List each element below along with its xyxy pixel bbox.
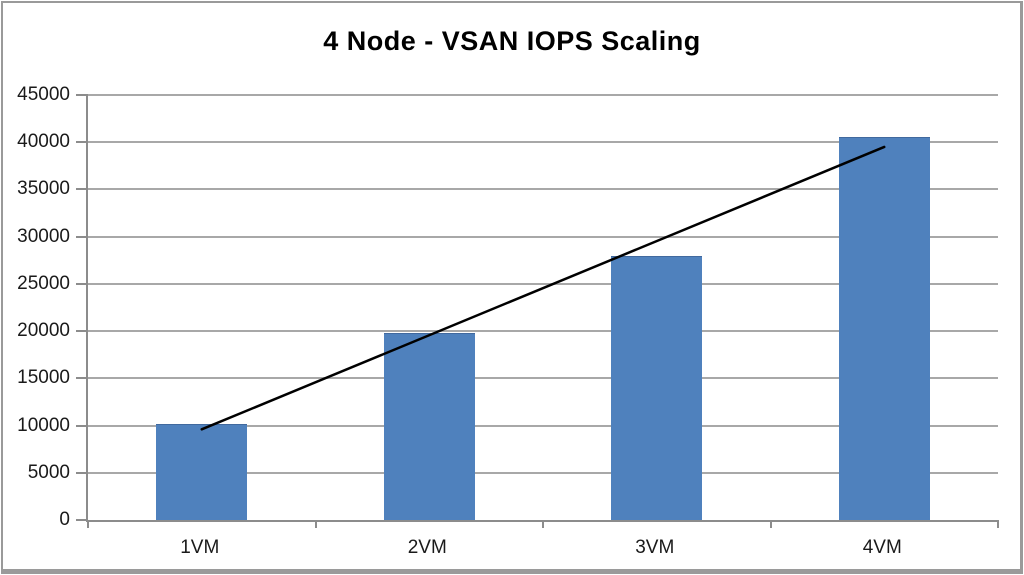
y-axis-tick [76, 282, 88, 285]
x-axis-category-label: 1VM [180, 537, 220, 558]
x-axis-tick [87, 520, 89, 528]
linear-trendline [200, 145, 886, 431]
y-axis-tick [76, 141, 88, 144]
chart-title: 4 Node - VSAN IOPS Scaling [323, 26, 701, 56]
gridline [88, 377, 998, 380]
y-axis-tick [76, 330, 88, 333]
y-axis-tick-label: 40000 [17, 131, 70, 153]
gridline [88, 424, 998, 427]
trendline-layer [200, 145, 886, 431]
bar-1vm [156, 424, 248, 520]
y-axis-tick [76, 94, 88, 96]
x-axis-category-label: 4VM [862, 537, 902, 558]
y-axis-tick [76, 471, 88, 474]
x-axis-category-label: 2VM [407, 537, 447, 558]
y-axis-tick-label: 0 [59, 509, 70, 530]
bar-3vm [611, 255, 703, 520]
y-axis-tick [76, 188, 88, 191]
x-axis-tick [997, 520, 999, 528]
gridline [88, 188, 998, 191]
x-axis-tick [542, 520, 544, 528]
gridline [88, 282, 998, 285]
gridline [88, 141, 998, 144]
y-axis-tick-label: 15000 [17, 367, 70, 389]
y-axis-tick-label: 30000 [17, 225, 70, 247]
x-axis-category-label: 3VM [635, 537, 675, 558]
gridline [88, 94, 998, 96]
gridline [88, 330, 998, 333]
bar-2vm [383, 332, 475, 520]
y-axis-tick [76, 519, 88, 521]
y-axis-tick-label: 25000 [17, 272, 70, 294]
x-axis-tick [769, 520, 772, 528]
gridline [88, 235, 998, 238]
gridline [88, 471, 998, 474]
y-axis-tick-label: 20000 [17, 320, 70, 342]
y-axis-tick [76, 377, 88, 380]
y-axis-tick [76, 424, 88, 427]
y-axis-tick-label: 45000 [17, 84, 70, 105]
y-axis-tick [76, 235, 88, 238]
y-axis-tick-label: 5000 [27, 461, 70, 483]
y-axis-tick-label: 35000 [17, 178, 70, 200]
bar-4vm [838, 136, 930, 520]
y-axis-tick-label: 10000 [17, 414, 70, 436]
plot-area [76, 94, 999, 528]
x-axis-tick [314, 520, 317, 528]
